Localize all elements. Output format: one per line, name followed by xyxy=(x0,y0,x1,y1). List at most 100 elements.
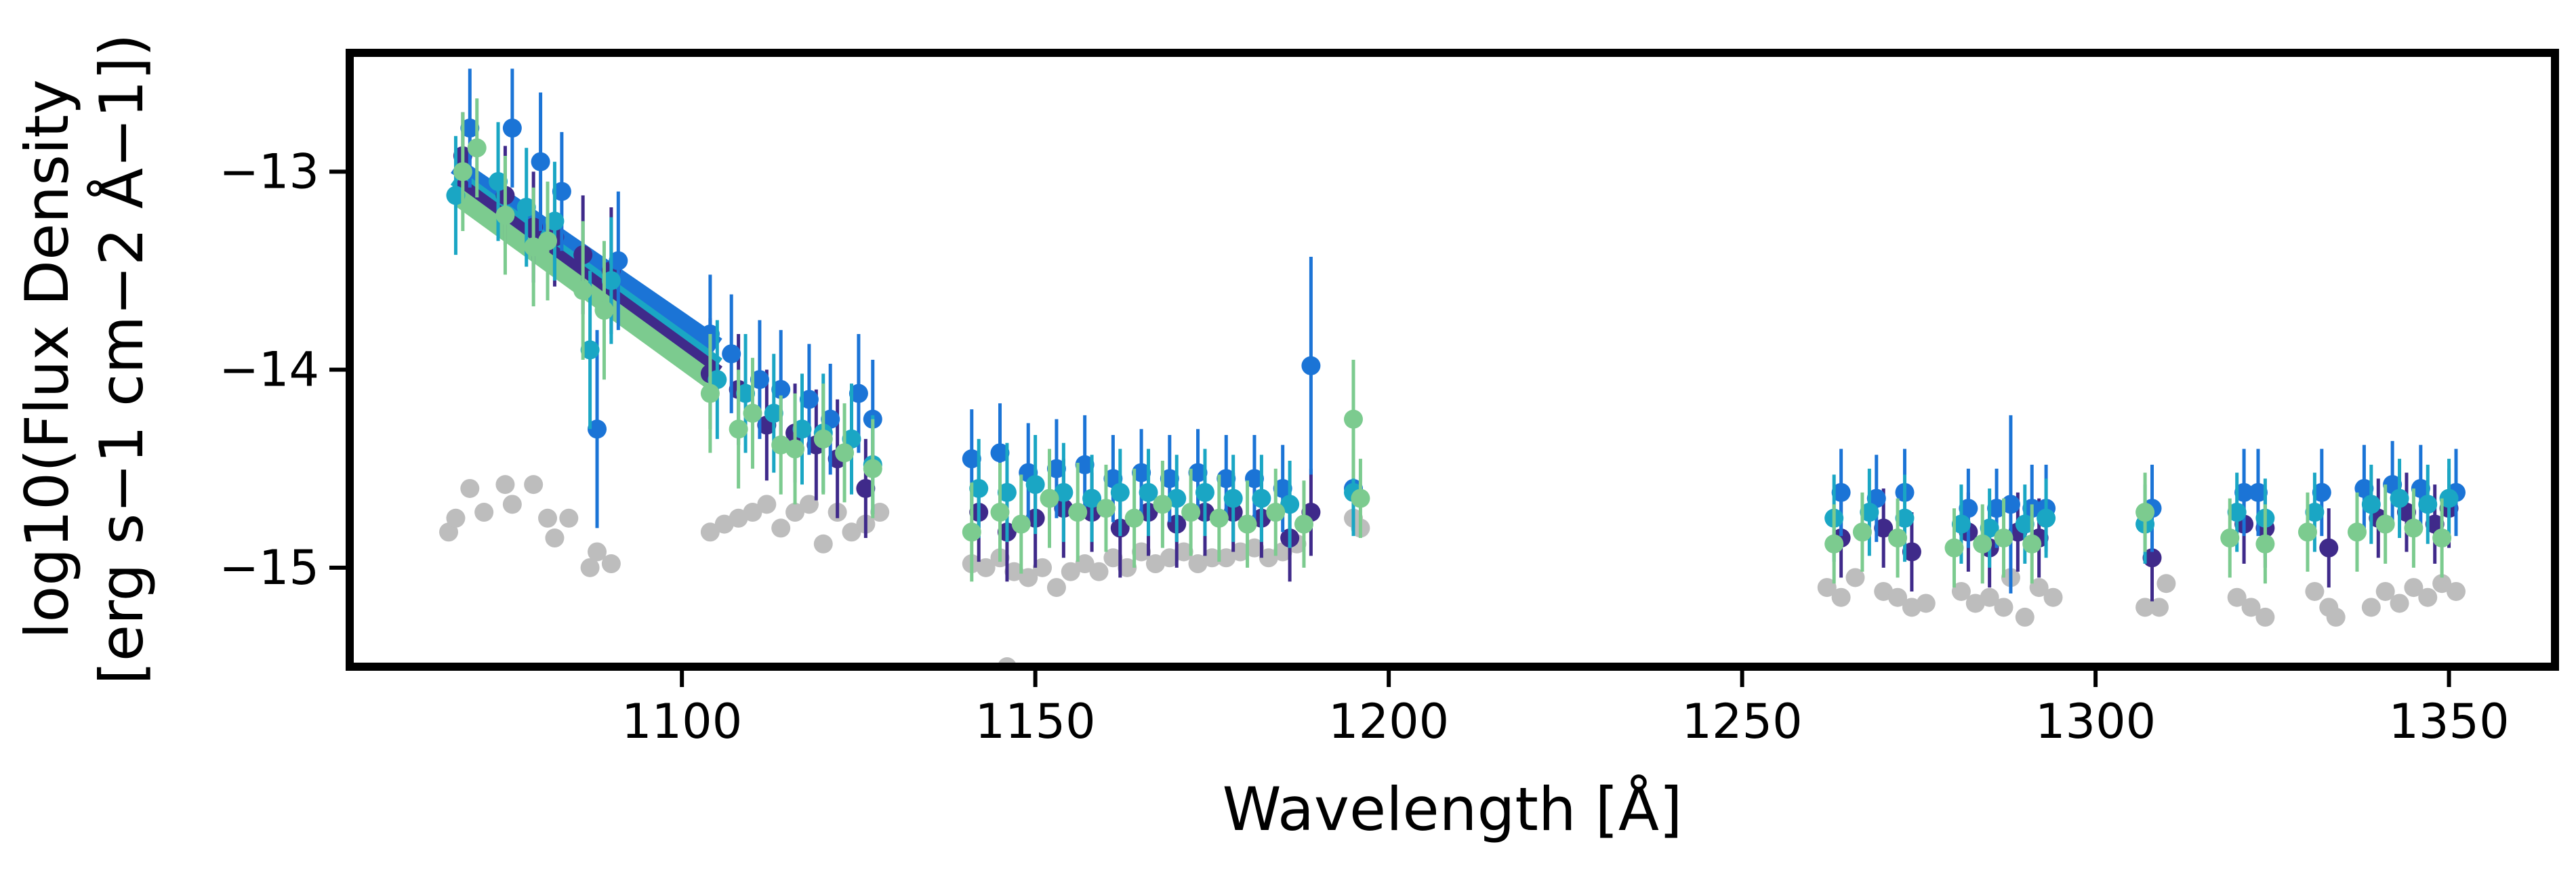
data-point-series-4 xyxy=(1040,489,1059,508)
data-point-series-3 xyxy=(1951,514,1971,534)
background-point xyxy=(976,558,996,577)
data-point-series-4 xyxy=(729,419,748,439)
background-point xyxy=(743,503,762,522)
data-point-series-1 xyxy=(1902,542,1921,562)
background-point xyxy=(2432,574,2452,594)
data-point-series-3 xyxy=(1860,503,1879,522)
data-point-series-4 xyxy=(1238,514,1257,534)
data-point-series-3 xyxy=(446,186,466,205)
background-point xyxy=(1817,578,1837,598)
data-point-series-2 xyxy=(1273,478,1292,498)
data-point-series-3 xyxy=(997,482,1017,502)
data-point-series-4 xyxy=(1852,522,1872,542)
background-point xyxy=(700,522,720,542)
data-point-series-2 xyxy=(1075,455,1095,474)
background-point xyxy=(870,503,890,522)
data-point-series-1 xyxy=(856,478,876,498)
data-point-series-2 xyxy=(2248,482,2268,502)
data-point-series-4 xyxy=(594,300,614,320)
background-point xyxy=(2326,607,2346,627)
data-point-series-3 xyxy=(1252,489,1271,508)
data-point-series-4 xyxy=(1124,508,1144,528)
data-point-series-4 xyxy=(1068,503,1088,522)
data-point-series-4 xyxy=(1944,538,1964,558)
data-point-series-2 xyxy=(531,152,550,171)
data-point-series-4 xyxy=(1973,534,1992,554)
data-point-series-3 xyxy=(601,271,621,291)
x-tick-label: 1300 xyxy=(2035,694,2156,749)
background-point xyxy=(1202,548,1222,568)
background-point xyxy=(1831,587,1851,607)
data-point-series-4 xyxy=(1888,528,1908,548)
y-axis-label-line2: [erg s−1 cm−2 Å−1]) xyxy=(87,34,157,685)
data-point-series-2 xyxy=(722,344,741,364)
y-tick-label: −15 xyxy=(219,540,319,596)
background-point xyxy=(495,475,515,495)
data-point-series-3 xyxy=(489,171,508,191)
background-point xyxy=(2015,607,2035,627)
data-point-series-2 xyxy=(2312,482,2331,502)
data-point-series-2 xyxy=(1132,463,1151,482)
data-point-series-3 xyxy=(2361,495,2381,514)
background-point xyxy=(588,542,607,562)
data-point-series-2 xyxy=(2411,478,2430,498)
data-point-series-4 xyxy=(2375,514,2395,534)
background-point xyxy=(842,522,861,542)
background-point xyxy=(1061,562,1080,581)
data-point-series-2 xyxy=(1244,469,1264,489)
background-point xyxy=(1103,548,1123,568)
background-point xyxy=(1980,587,1999,607)
data-point-series-4 xyxy=(1343,409,1363,429)
x-tick-label: 1350 xyxy=(2388,694,2509,749)
data-point-series-3 xyxy=(1980,518,1999,538)
background-point xyxy=(2418,587,2438,607)
background-point xyxy=(771,518,791,538)
data-point-series-3 xyxy=(545,211,565,231)
data-point-series-3 xyxy=(2305,503,2325,522)
data-point-series-2 xyxy=(1217,469,1236,489)
data-point-series-2 xyxy=(2354,478,2374,498)
x-tick-label: 1200 xyxy=(1328,694,1449,749)
background-point xyxy=(1174,542,1193,562)
background-point xyxy=(1075,554,1095,574)
data-point-series-4 xyxy=(2135,503,2155,522)
data-point-series-4 xyxy=(573,281,593,300)
background-point xyxy=(580,558,600,577)
data-point-series-4 xyxy=(813,429,833,449)
plot-area xyxy=(439,68,2466,667)
background-point xyxy=(601,554,621,574)
background-point xyxy=(1046,578,1066,598)
data-point-series-4 xyxy=(700,383,720,403)
data-point-series-2 xyxy=(849,383,868,403)
data-point-series-4 xyxy=(785,439,805,459)
data-point-series-2 xyxy=(990,443,1010,463)
background-point xyxy=(2029,578,2049,598)
background-point xyxy=(2375,581,2395,601)
data-point-series-3 xyxy=(2418,495,2438,514)
background-point xyxy=(2305,581,2325,601)
background-point xyxy=(799,495,819,514)
background-point xyxy=(2361,598,2381,617)
background-point xyxy=(538,508,558,528)
data-point-series-1 xyxy=(2142,548,2162,568)
background-point xyxy=(2446,581,2466,601)
data-point-series-4 xyxy=(2404,518,2424,538)
data-point-series-2 xyxy=(750,370,769,390)
data-point-series-4 xyxy=(1209,508,1229,528)
data-point-series-3 xyxy=(792,419,812,439)
data-point-series-3 xyxy=(969,478,989,498)
background-point xyxy=(474,503,494,522)
background-point xyxy=(1089,562,1109,581)
data-point-series-2 xyxy=(1160,469,1179,489)
background-point xyxy=(1244,538,1264,558)
data-point-series-4 xyxy=(2432,528,2452,548)
background-point xyxy=(1118,558,1137,577)
plot-marks xyxy=(439,68,2466,667)
data-point-series-2 xyxy=(2001,495,2020,514)
data-point-series-2 xyxy=(799,390,819,409)
axis-ticks: 1100 1150 1200 1250 1300 1350 −13 −14 −15 xyxy=(219,144,2509,749)
background-point xyxy=(1994,598,2013,617)
background-point xyxy=(1888,587,1908,607)
data-point-series-4 xyxy=(1011,514,1031,534)
background-point xyxy=(1916,594,1936,613)
